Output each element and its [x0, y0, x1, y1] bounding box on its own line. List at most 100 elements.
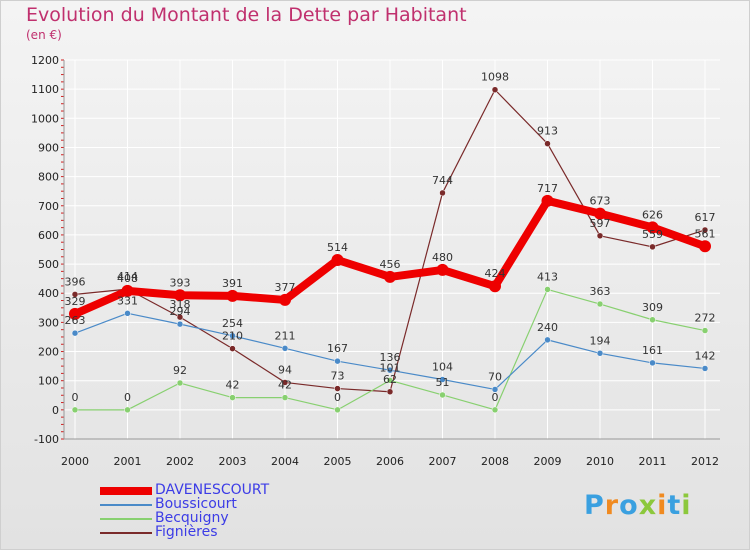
data-label-becquigny: 0 [334, 391, 341, 404]
data-label-boussicourt: 70 [488, 370, 502, 383]
data-label-fignieres: 913 [537, 125, 558, 138]
data-point-davenescourt [174, 289, 186, 302]
data-label-boussicourt: 294 [170, 305, 191, 318]
data-label-fignieres: 210 [222, 330, 243, 343]
x-tick-label: 2007 [429, 455, 457, 468]
data-label-fignieres: 62 [383, 373, 397, 386]
logo-letter: o [619, 490, 639, 521]
data-point-becquigny [491, 406, 499, 414]
y-tick-label: -100 [34, 433, 59, 446]
data-point-becquigny [334, 406, 341, 414]
y-tick-label: 900 [38, 141, 59, 154]
data-label-becquigny: 101 [380, 361, 401, 374]
data-label-fignieres: 94 [278, 363, 292, 376]
y-tick-label: 1200 [31, 54, 59, 67]
x-tick-label: 2010 [586, 455, 614, 468]
data-label-boussicourt: 263 [65, 314, 86, 327]
data-point-davenescourt [226, 289, 239, 302]
data-point-boussicourt [281, 345, 289, 352]
data-point-becquigny [701, 327, 709, 334]
data-label-davenescourt: 393 [170, 276, 191, 289]
data-label-davenescourt: 480 [432, 251, 453, 264]
y-tick-label: 500 [38, 258, 59, 271]
data-label-davenescourt: 561 [695, 227, 716, 240]
y-tick-label: 0 [52, 404, 59, 417]
logo-letter: i [657, 490, 668, 521]
legend-swatch-becquigny [100, 518, 152, 520]
data-label-boussicourt: 161 [642, 344, 663, 357]
data-label-boussicourt: 104 [432, 361, 453, 374]
y-tick-label: 700 [38, 200, 59, 213]
data-label-becquigny: 272 [695, 312, 716, 325]
data-label-davenescourt: 329 [65, 295, 86, 308]
y-tick-label: 600 [38, 229, 59, 242]
data-point-becquigny [649, 316, 656, 324]
data-label-fignieres: 73 [331, 370, 345, 383]
y-tick-label: 800 [38, 171, 59, 184]
data-point-davenescourt [384, 270, 396, 283]
data-label-fignieres: 318 [170, 298, 191, 311]
data-point-fignieres [596, 232, 604, 240]
logo-letter: x [638, 490, 658, 521]
data-point-boussicourt [229, 332, 236, 340]
legend-label-boussicourt: Boussicourt [155, 496, 237, 512]
data-label-davenescourt: 456 [380, 258, 401, 271]
data-point-boussicourt [71, 329, 79, 337]
axes [61, 59, 720, 440]
data-labels: 396 414 318 210 94 73 62 744 1098 913 597 559 617 0 0 9… [65, 71, 716, 404]
data-label-fignieres: 559 [642, 228, 663, 241]
data-label-fignieres: 617 [695, 211, 716, 224]
x-tick-label: 2012 [691, 455, 719, 468]
data-point-boussicourt [596, 350, 604, 357]
data-label-becquigny: 309 [642, 301, 663, 314]
data-label-becquigny: 413 [537, 270, 558, 283]
data-label-fignieres: 396 [65, 275, 86, 288]
x-axis-ticks: 2000 2001 2002 2003 2004 2005 2006 2007 2008 2009… [61, 455, 719, 468]
data-point-becquigny [176, 379, 184, 387]
data-label-boussicourt: 142 [695, 349, 716, 362]
y-axis-ticks: -100 0 100 200 300 400 500 600 700 800 900 1000 1100… [31, 54, 59, 446]
legend-label-davenescourt: DAVENESCOURT [155, 482, 270, 498]
logo-letter: r [604, 490, 620, 521]
data-point-boussicourt [386, 366, 394, 374]
data-point-fignieres [701, 226, 709, 234]
data-point-becquigny [596, 300, 604, 308]
data-point-becquigny [439, 391, 446, 399]
data-label-boussicourt: 254 [222, 317, 243, 330]
data-point-boussicourt [649, 359, 656, 367]
y-tick-label: 1000 [31, 112, 59, 125]
data-label-becquigny: 0 [124, 391, 131, 404]
x-tick-label: 2009 [534, 455, 562, 468]
data-point-boussicourt [544, 336, 551, 344]
data-point-becquigny [71, 406, 79, 414]
data-point-davenescourt [699, 240, 711, 253]
data-point-becquigny [281, 394, 289, 401]
data-point-davenescourt [594, 207, 606, 220]
data-point-fignieres [544, 140, 551, 147]
data-label-boussicourt: 136 [380, 351, 401, 364]
data-label-davenescourt: 391 [222, 277, 243, 290]
data-label-becquigny: 42 [278, 379, 292, 392]
data-point-davenescourt [279, 293, 291, 306]
chart-title: Evolution du Montant de la Dette par Hab… [26, 4, 467, 26]
legend-label-fignieres: Fignières [155, 524, 218, 540]
data-label-fignieres: 1098 [481, 71, 509, 84]
legend-label-becquigny: Becquigny [155, 510, 229, 526]
data-label-boussicourt: 240 [537, 321, 558, 334]
data-label-becquigny: 0 [72, 391, 79, 404]
data-point-boussicourt [334, 357, 341, 365]
data-point-fignieres [71, 291, 79, 298]
x-tick-label: 2004 [271, 455, 299, 468]
data-point-boussicourt [124, 310, 131, 317]
x-tick-label: 2005 [324, 455, 352, 468]
data-point-boussicourt [176, 320, 184, 328]
x-tick-label: 2003 [219, 455, 247, 468]
x-tick-label: 2011 [639, 455, 667, 468]
data-point-fignieres [176, 313, 184, 321]
legend-swatch-davenescourt [100, 487, 152, 495]
data-point-boussicourt [439, 376, 446, 383]
data-point-fignieres [439, 189, 446, 197]
data-label-davenescourt: 514 [327, 241, 348, 254]
data-point-becquigny [386, 377, 394, 384]
